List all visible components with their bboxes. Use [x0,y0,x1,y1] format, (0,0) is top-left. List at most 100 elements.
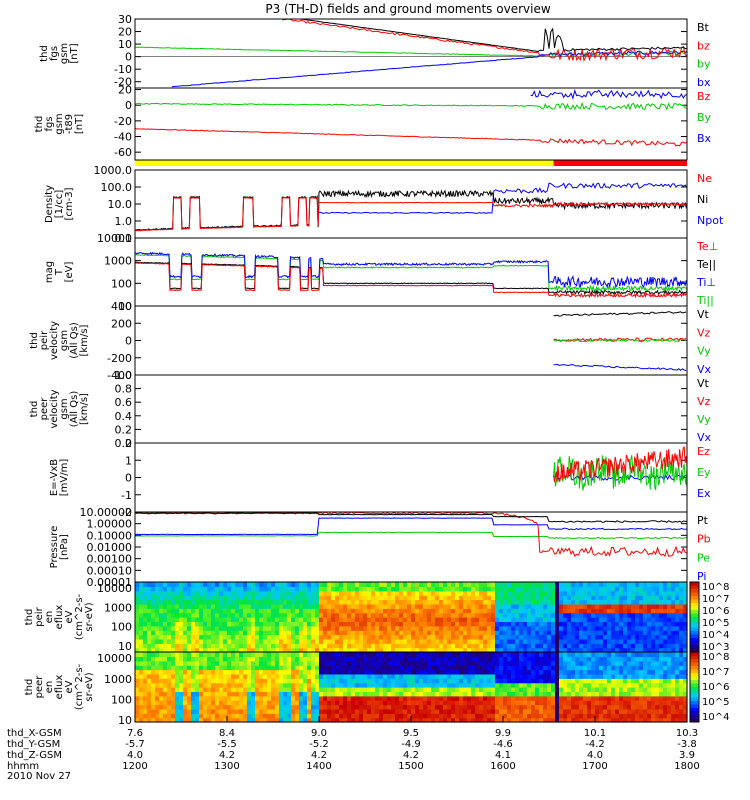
heat-cell [411,660,416,666]
heat-cell [363,717,368,723]
heat-cell [179,682,184,688]
heat-cell [523,700,528,706]
heat-cell [299,652,304,657]
heat-cell [351,665,356,671]
heat-cell [335,695,340,701]
heat-cell [683,708,688,714]
ytick-label: 1000.0 [94,164,133,177]
heat-cell [267,582,272,587]
heat-cell [343,617,348,622]
heat-cell [195,656,200,662]
heat-cell [215,621,220,627]
heat-cell [623,630,628,636]
heat-cell [363,652,368,657]
heat-cell [243,665,248,671]
heat-cell [535,638,540,644]
heat-cell [423,595,428,601]
heat-cell [603,647,608,653]
heat-cell [615,678,620,684]
heat-cell [595,687,600,692]
heat-cell [447,586,452,592]
heat-cell [559,621,564,627]
heat-cell [191,625,196,631]
heat-cell [143,643,148,649]
heat-cell [187,687,192,692]
heat-cell [315,717,320,723]
heat-cell [363,608,368,614]
heat-cell [643,603,648,609]
heat-cell [615,647,620,653]
heat-cell [679,638,684,644]
heat-cell [571,687,576,692]
heat-cell [415,691,420,697]
heat-cell [323,621,328,627]
heat-cell [531,634,536,640]
heat-cell [211,612,216,618]
heat-cell [503,617,508,622]
heat-cell [651,599,656,605]
heat-cell [595,638,600,644]
heat-cell [279,608,284,614]
heat-cell [343,595,348,601]
heat-cell [555,647,560,653]
heat-cell [163,617,168,622]
heat-cell [171,691,176,697]
heat-cell [211,708,216,714]
heat-cell [227,678,232,684]
heat-cell [503,700,508,706]
heat-cell [375,708,380,714]
heat-cell [487,704,492,710]
heat-cell [467,590,472,596]
heat-cell [587,634,592,640]
heat-cell [647,652,652,657]
heat-cell [447,673,452,679]
heat-cell [363,700,368,706]
heat-cell [195,643,200,649]
heat-cell [371,687,376,692]
heat-cell [643,638,648,644]
heat-cell [483,673,488,679]
ylabel-line: peir [39,330,50,350]
heat-cell [395,643,400,649]
heat-cell [663,638,668,644]
heat-cell [343,682,348,688]
heat-cell [603,621,608,627]
heat-cell [583,612,588,618]
heat-cell [339,608,344,614]
heat-cell [283,582,288,587]
heat-cell [543,630,548,636]
heat-cell [435,582,440,587]
heat-cell [599,638,604,644]
heat-cell [251,612,256,618]
heat-cell [599,656,604,662]
heat-cell [183,700,188,706]
heat-cell [223,678,228,684]
heat-cell [551,656,556,662]
heat-cell [591,656,596,662]
heat-cell [359,678,364,684]
heat-cell [207,669,212,675]
heat-cell [191,599,196,605]
heat-cell [167,669,172,675]
series-Ti-perp [135,251,687,289]
heat-cell [571,678,576,684]
heat-cell [155,660,160,666]
heat-cell [635,590,640,596]
heat-cell [151,678,156,684]
heat-cell [243,687,248,692]
heat-cell [363,599,368,605]
heat-cell [315,638,320,644]
heat-cell [519,695,524,701]
heat-cell [211,625,216,631]
heat-cell [143,691,148,697]
heat-cell [547,700,552,706]
heat-cell [479,682,484,688]
heat-cell [223,617,228,622]
heat-cell [671,691,676,697]
heat-cell [491,665,496,671]
heat-cell [359,590,364,596]
heat-cell [215,695,220,701]
heat-cell [303,700,308,706]
heat-cell [651,643,656,649]
heat-cell [231,687,236,692]
